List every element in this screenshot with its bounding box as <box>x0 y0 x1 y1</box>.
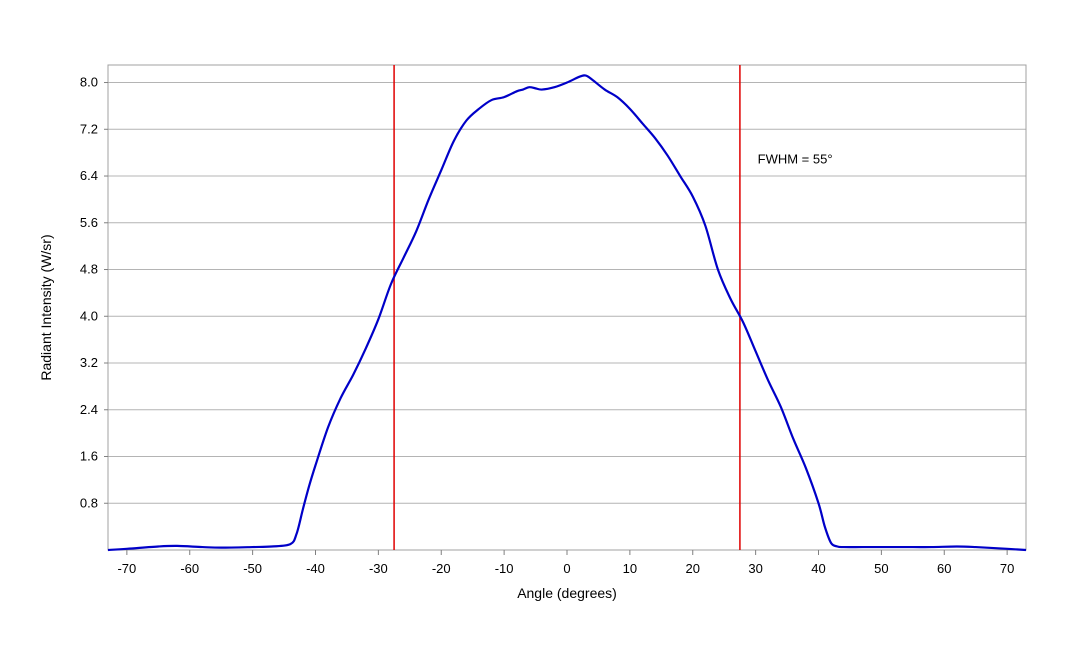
y-tick-label: 3.2 <box>80 355 98 370</box>
y-tick-label: 2.4 <box>80 402 98 417</box>
x-tick-label: -40 <box>306 561 325 576</box>
marker-layer <box>393 65 741 550</box>
x-tick-label: -60 <box>180 561 199 576</box>
x-tick-label: 20 <box>686 561 700 576</box>
y-tick-label: 4.0 <box>80 308 98 323</box>
x-tick-label: -30 <box>369 561 388 576</box>
intensity-series-line <box>107 74 1027 552</box>
y-tick-label: 5.6 <box>80 215 98 230</box>
grid-layer <box>108 82 1026 504</box>
y-tick-label: 6.4 <box>80 168 98 183</box>
plot-frame <box>107 64 1027 551</box>
series-layer <box>107 74 1027 552</box>
x-tick-label: 0 <box>563 561 570 576</box>
x-tick-label: 70 <box>1000 561 1014 576</box>
y-tick-label: 7.2 <box>80 121 98 136</box>
x-tick-label: 10 <box>623 561 637 576</box>
y-tick-label: 4.8 <box>80 262 98 277</box>
x-tick-label: -20 <box>432 561 451 576</box>
y-tick-label: 0.8 <box>80 495 98 510</box>
x-tick-label: -10 <box>495 561 514 576</box>
x-tick-label: 30 <box>748 561 762 576</box>
x-tick-label: -50 <box>243 561 262 576</box>
fwhm-annotation: FWHM = 55° <box>758 151 833 166</box>
x-tick-label: 50 <box>874 561 888 576</box>
y-tick-label: 8.0 <box>80 75 98 90</box>
annotation-layer: FWHM = 55° <box>758 151 833 166</box>
x-tick-label: 60 <box>937 561 951 576</box>
x-axis-title: Angle (degrees) <box>517 585 617 601</box>
y-tick-label: 1.6 <box>80 449 98 464</box>
x-tick-label: -70 <box>117 561 136 576</box>
y-axis-title: Radiant Intensity (W/sr) <box>38 234 54 380</box>
tick-layer: 0.8 1.6 2.4 3.2 4.0 4.8 5.6 6.4 7.2 8.0 -70 -60 -50 -… <box>80 75 1014 576</box>
x-tick-label: 40 <box>811 561 825 576</box>
